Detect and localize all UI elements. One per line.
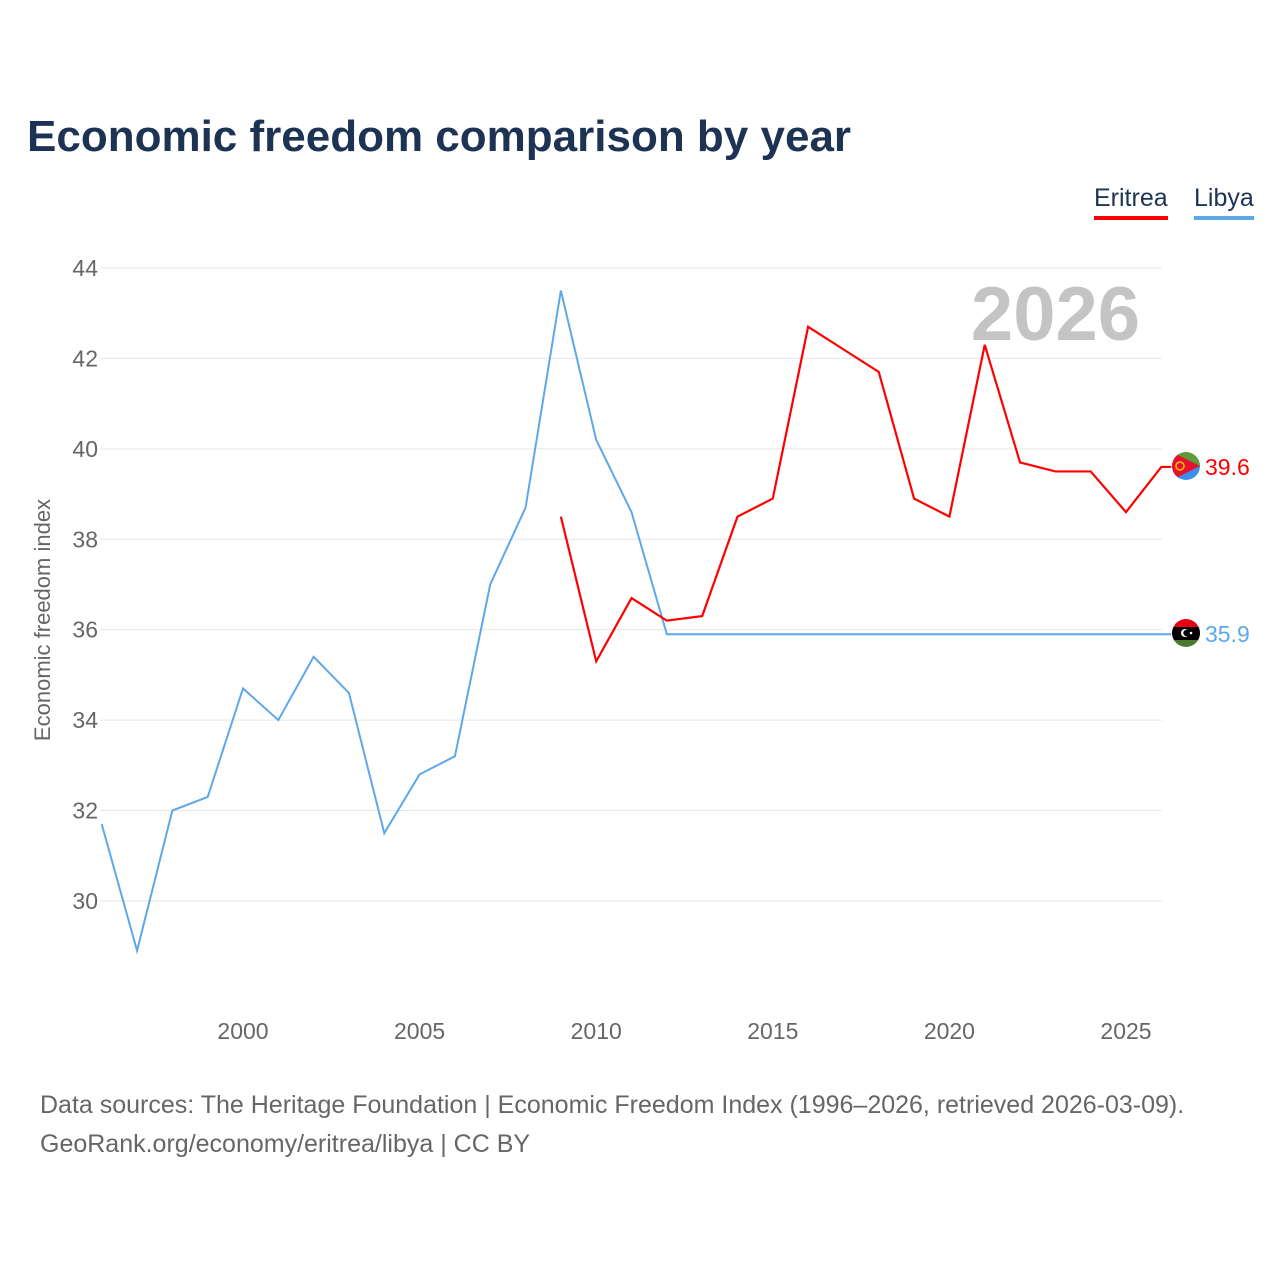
y-tick-label: 34 — [72, 707, 98, 733]
series-line-libya — [100, 290, 1172, 955]
y-tick-label: 40 — [72, 436, 98, 462]
end-label-libya: 35.9 — [1205, 621, 1250, 647]
x-tick-label: 2015 — [747, 1018, 798, 1044]
legend-libya[interactable]: Libya — [1194, 184, 1254, 220]
x-tick-label: 2010 — [571, 1018, 622, 1044]
legend-eritrea[interactable]: Eritrea — [1094, 184, 1168, 220]
x-tick-label: 2005 — [394, 1018, 445, 1044]
chart-title: Economic freedom comparison by year — [27, 112, 852, 161]
y-tick-label: 32 — [72, 798, 98, 824]
series-line-eritrea — [559, 324, 1172, 665]
footer-link[interactable]: GeoRank.org/economy/eritrea/libya | CC B… — [40, 1130, 531, 1158]
libya-flag-icon — [1172, 619, 1200, 647]
y-axis-label: Economic freedom index — [30, 499, 55, 741]
x-tick-label: 2025 — [1100, 1018, 1151, 1044]
y-tick-label: 36 — [72, 617, 98, 643]
y-tick-label: 42 — [72, 345, 98, 371]
x-tick-label: 2020 — [924, 1018, 975, 1044]
y-tick-label: 44 — [72, 255, 98, 281]
y-tick-label: 30 — [72, 888, 98, 914]
footer-sources: Data sources: The Heritage Foundation | … — [40, 1091, 1185, 1119]
end-label-eritrea: 39.6 — [1205, 454, 1250, 480]
y-tick-label: 38 — [72, 526, 98, 552]
year-watermark: 2026 — [971, 272, 1140, 357]
x-tick-label: 2000 — [217, 1018, 268, 1044]
eritrea-flag-icon — [1172, 452, 1200, 480]
